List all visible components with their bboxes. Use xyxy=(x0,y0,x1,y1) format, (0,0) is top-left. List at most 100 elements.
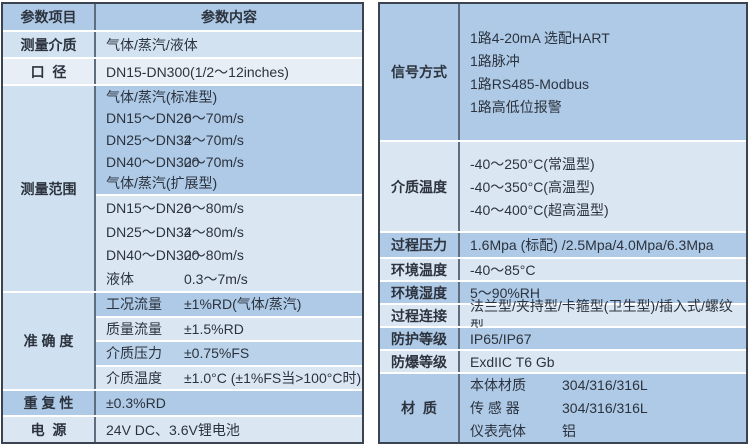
ambient-humidity-value: 5～90%RH xyxy=(458,282,746,303)
medium-temperature-text: -40～350°C(高温型) xyxy=(470,178,595,195)
signal-line: 1路RS485-Modbus xyxy=(460,72,746,95)
material-row: 本体材质 304/316/316L xyxy=(460,374,746,397)
row-repeatability: 重 复 性 ±0.3%RD xyxy=(3,391,362,417)
power-value: 24V DC、3.6V锂电池 xyxy=(94,417,362,442)
accuracy-content: 工况流量 ±1%RD(气体/蒸汽) 质量流量 ±1.5%RD 介质压力 ±0.7… xyxy=(94,293,362,389)
range-line-name: DN25～DN32 xyxy=(106,132,192,148)
process-connection-value: 法兰型/夹持型/卡箍型(卫生型)/插入式/螺纹型 xyxy=(458,298,746,334)
range-line-value: 4～80m/s xyxy=(184,223,244,240)
header-param-item: 参数项目 xyxy=(20,9,77,25)
accuracy-row: 介质温度 ±1.0°C (±1%FS当>100°C时) xyxy=(96,366,362,389)
repeatability-value: ±0.3%RD xyxy=(94,391,362,415)
material-row: 传 感 器 304/316/316L xyxy=(460,397,746,420)
section-measuring-range: 测量范围 气体/蒸汽(标准型) DN15～DN20 6～70m/s DN25～D… xyxy=(3,86,362,293)
measuring-range-label: 测量范围 xyxy=(3,86,94,291)
range-standard-title: 气体/蒸汽(标准型) xyxy=(106,86,362,108)
measuring-range-content: 气体/蒸汽(标准型) DN15～DN20 6～70m/s DN25～DN32 4… xyxy=(94,86,362,291)
accuracy-item-name: 工况流量 xyxy=(106,296,162,313)
repeatability-label: 重 复 性 xyxy=(23,395,74,411)
accuracy-item-name: 质量流量 xyxy=(106,320,162,337)
range-line-name: DN15～DN20 xyxy=(106,199,192,216)
signal-line: 1路高低位报警 xyxy=(460,95,746,118)
signal-line: 1路4-20mA 选配HART xyxy=(460,26,746,49)
process-pressure-label: 过程压力 xyxy=(391,237,447,253)
accuracy-item-value: ±0.75%FS xyxy=(184,345,250,362)
accuracy-row: 工况流量 ±1%RD(气体/蒸汽) xyxy=(96,293,362,318)
range-line-name: DN40～DN300 xyxy=(106,247,200,264)
accuracy-item-name: 介质温度 xyxy=(106,369,162,386)
range-line: DN25～DN32 4～80m/s xyxy=(106,220,362,244)
material-item-value: 304/316/316L xyxy=(562,400,648,416)
range-line-name: DN25～DN32 xyxy=(106,223,192,240)
material-item-name: 传 感 器 xyxy=(470,400,520,416)
range-line: DN40～DN300 2～70m/s xyxy=(106,151,362,173)
ambient-temperature-label: 环境温度 xyxy=(391,261,447,278)
range-standard-block: 气体/蒸汽(标准型) DN15～DN20 6～70m/s DN25～DN32 4… xyxy=(96,86,362,196)
accuracy-label: 准 确 度 xyxy=(3,293,94,389)
medium-temperature-line: -40～400°C(超高温型) xyxy=(460,198,746,221)
row-protection-rating: 防护等级 IP65/IP67 xyxy=(380,328,746,351)
range-extended-block: DN15～DN20 6～80m/s DN25～DN32 4～80m/s DN40… xyxy=(96,196,362,291)
protection-rating-value: IP65/IP67 xyxy=(458,328,746,349)
measuring-medium-label: 测量介质 xyxy=(20,36,77,53)
range-line-value: 2～80m/s xyxy=(184,247,244,264)
right-spec-table: 信号方式 1路4-20mA 选配HART 1路脉冲 1路RS485-Modbus… xyxy=(378,2,748,444)
row-process-connection: 过程连接 法兰型/夹持型/卡箍型(卫生型)/插入式/螺纹型 xyxy=(380,298,746,334)
process-pressure-value: 1.6Mpa (标配) /2.5Mpa/4.0Mpa/6.3Mpa xyxy=(458,233,746,257)
section-material: 材 质 本体材质 304/316/316L 传 感 器 304/316/316L… xyxy=(380,374,746,442)
range-line-name: DN40～DN300 xyxy=(106,153,200,170)
range-line-value: 6～80m/s xyxy=(184,199,244,216)
material-item-value: 铝 xyxy=(562,423,576,439)
diameter-label: 口 径 xyxy=(30,63,67,80)
medium-temperature-line: -40～250°C(常温型) xyxy=(460,152,746,175)
explosion-proof-rating-value: ExdIIC T6 Gb xyxy=(458,351,746,372)
range-line: DN15～DN20 6～70m/s xyxy=(106,108,362,130)
range-line-liquid: 液体 0.3～7m/s xyxy=(106,267,362,291)
range-line-value: 2～70m/s xyxy=(184,153,244,170)
header-param-content: 参数内容 xyxy=(94,4,362,30)
section-signal: 信号方式 1路4-20mA 选配HART 1路脉冲 1路RS485-Modbus… xyxy=(380,4,746,142)
range-standard-title-text: 气体/蒸汽(标准型) xyxy=(106,88,218,105)
medium-temperature-label: 介质温度 xyxy=(391,178,447,195)
accuracy-row: 质量流量 ±1.5%RD xyxy=(96,317,362,342)
medium-temperature-text: -40～250°C(常温型) xyxy=(470,155,595,172)
range-line: DN15～DN20 6～80m/s xyxy=(106,196,362,220)
ambient-temperature-value: -40～85°C xyxy=(458,259,746,280)
range-line-value: 0.3～7m/s xyxy=(184,271,248,288)
row-diameter: 口 径 DN15-DN300(1/2～12inches) xyxy=(3,59,362,86)
accuracy-item-name: 介质压力 xyxy=(106,345,162,362)
range-line-name: 液体 xyxy=(106,271,134,288)
material-item-value: 304/316/316L xyxy=(562,377,648,393)
signal-line-text: 1路4-20mA 选配HART xyxy=(470,29,610,46)
material-label: 材 质 xyxy=(401,400,437,416)
accuracy-item-value: ±1%RD(气体/蒸汽) xyxy=(184,296,302,313)
material-item-name: 本体材质 xyxy=(470,377,526,393)
row-power: 电 源 24V DC、3.6V锂电池 xyxy=(3,417,362,442)
range-line-value: 4～70m/s xyxy=(184,132,244,148)
material-item-name: 仪表壳体 xyxy=(470,423,526,439)
accuracy-row: 介质压力 ±0.75%FS xyxy=(96,342,362,367)
row-ambient-humidity: 环境湿度 5～90%RH xyxy=(380,282,746,305)
range-line-value: 6～70m/s xyxy=(184,110,244,127)
ambient-humidity-label: 环境湿度 xyxy=(391,284,447,301)
signal-label: 信号方式 xyxy=(391,64,447,80)
medium-temperature-line: -40～350°C(高温型) xyxy=(460,175,746,198)
power-label: 电 源 xyxy=(30,421,67,438)
diameter-value: DN15-DN300(1/2～12inches) xyxy=(94,59,362,84)
material-row: 仪表壳体 铝 xyxy=(460,420,746,443)
signal-line-text: 1路高低位报警 xyxy=(470,98,562,115)
measuring-medium-value: 气体/蒸汽/液体 xyxy=(94,32,362,57)
signal-content: 1路4-20mA 选配HART 1路脉冲 1路RS485-Modbus 1路高低… xyxy=(458,4,746,140)
material-content: 本体材质 304/316/316L 传 感 器 304/316/316L 仪表壳… xyxy=(458,374,746,442)
explosion-proof-rating-label: 防爆等级 xyxy=(391,353,447,370)
range-extended-title-text: 气体/蒸汽(扩展型) xyxy=(106,175,218,192)
signal-line: 1路脉冲 xyxy=(460,49,746,72)
range-extended-title: 气体/蒸汽(扩展型) xyxy=(106,172,362,194)
row-explosion-proof-rating: 防爆等级 ExdIIC T6 Gb xyxy=(380,351,746,374)
signal-line-text: 1路RS485-Modbus xyxy=(470,75,590,92)
range-line: DN40～DN300 2～80m/s xyxy=(106,244,362,268)
left-spec-table: 参数项目 参数内容 测量介质 气体/蒸汽/液体 口 径 DN15-DN300(1… xyxy=(1,2,364,444)
row-process-pressure: 过程压力 1.6Mpa (标配) /2.5Mpa/4.0Mpa/6.3Mpa xyxy=(380,233,746,259)
process-connection-label: 过程连接 xyxy=(391,307,447,324)
section-accuracy: 准 确 度 工况流量 ±1%RD(气体/蒸汽) 质量流量 ±1.5%RD 介质压… xyxy=(3,293,362,391)
